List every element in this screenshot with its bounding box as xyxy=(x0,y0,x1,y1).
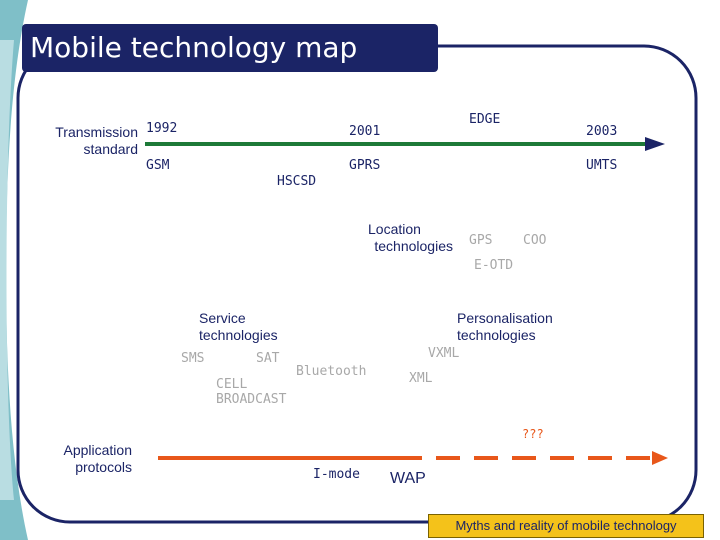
application-arrowhead xyxy=(652,451,668,465)
gprs-label: GPRS xyxy=(349,158,381,173)
imode-label: I-mode xyxy=(313,467,360,482)
transmission-arrowhead xyxy=(645,137,665,151)
location-technologies-label: Location technologies xyxy=(360,221,453,255)
gps-label: GPS xyxy=(469,233,493,248)
gsm-label: GSM xyxy=(146,158,170,173)
location-label-line1: Location xyxy=(368,221,421,237)
application-label-line1: Application xyxy=(63,442,133,458)
location-label-line2: technologies xyxy=(374,238,453,254)
unknown-protocols-label: ??? xyxy=(522,427,544,441)
service-label-line2: technologies xyxy=(199,327,278,343)
eotd-label: E-OTD xyxy=(474,258,514,273)
umts-label: UMTS xyxy=(586,158,618,173)
xml-label: XML xyxy=(409,371,433,386)
sms-label: SMS xyxy=(181,351,205,366)
cell-label-line2: BROADCAST xyxy=(216,392,287,407)
application-label-line2: protocols xyxy=(75,459,132,475)
cell-broadcast-label: CELL BROADCAST xyxy=(216,377,286,407)
year-2001: 2001 xyxy=(349,124,381,139)
personalisation-label-line1: Personalisation xyxy=(457,310,553,326)
wap-label: WAP xyxy=(390,470,426,487)
teal-side-inner xyxy=(0,40,14,500)
page-title: Mobile technology map xyxy=(22,24,438,72)
transmission-label-line2: standard xyxy=(83,141,138,157)
service-technologies-label: Service technologies xyxy=(199,310,278,344)
transmission-standard-label: Transmission standard xyxy=(46,124,138,158)
coo-label: COO xyxy=(523,233,547,248)
year-2003: 2003 xyxy=(586,124,618,139)
personalisation-technologies-label: Personalisation technologies xyxy=(457,310,553,344)
transmission-label-line1: Transmission xyxy=(55,124,138,140)
personalisation-label-line2: technologies xyxy=(457,327,536,343)
footer-caption: Myths and reality of mobile technology xyxy=(428,514,704,538)
edge-label: EDGE xyxy=(469,112,501,127)
service-label-line1: Service xyxy=(199,310,246,326)
sat-label: SAT xyxy=(256,351,280,366)
hscsd-label: HSCSD xyxy=(277,174,317,189)
vxml-label: VXML xyxy=(428,346,460,361)
bluetooth-label: Bluetooth xyxy=(296,364,367,379)
application-protocols-label: Application protocols xyxy=(40,442,133,476)
cell-label-line1: CELL xyxy=(216,377,248,392)
year-1992: 1992 xyxy=(146,121,178,136)
